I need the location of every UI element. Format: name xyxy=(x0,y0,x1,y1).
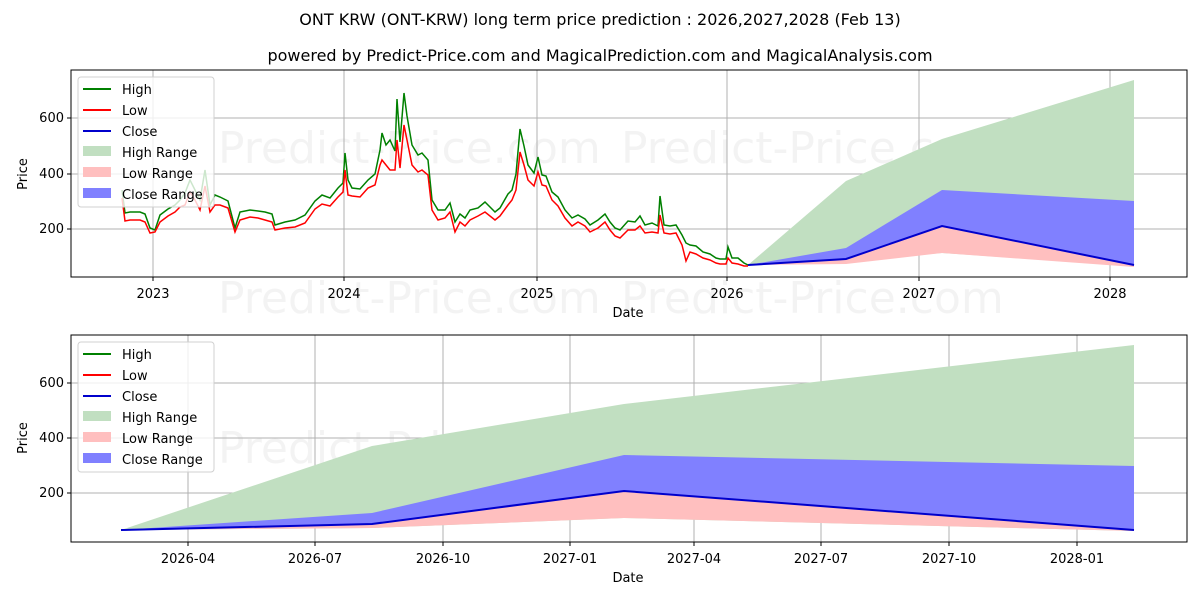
bottom-chart: Predict-Price.com Predict-Price.com xyxy=(16,334,1188,586)
y-tick-label: 400 xyxy=(39,431,64,446)
legend-low-range-label: Low Range xyxy=(122,432,193,447)
legend-low-range-swatch xyxy=(83,167,111,177)
legend-close-range-swatch xyxy=(83,188,111,198)
y-tick-label: 600 xyxy=(39,376,64,391)
legend-high-label: High xyxy=(122,83,152,98)
y-axis-label: Price xyxy=(16,422,31,454)
chart-title: ONT KRW (ONT-KRW) long term price predic… xyxy=(299,10,901,29)
x-tick-label: 2027-01 xyxy=(543,552,597,567)
y-tick-label: 400 xyxy=(39,167,64,182)
top-tick-marks xyxy=(67,117,1111,281)
watermark: Predict-Price.com xyxy=(218,273,601,324)
x-tick-label: 2023 xyxy=(136,287,169,302)
x-tick-label: 2026 xyxy=(710,287,743,302)
legend-close-range-label: Close Range xyxy=(122,453,203,468)
legend-high-range-swatch xyxy=(83,411,111,421)
close-forecast-line xyxy=(747,224,1135,266)
low-range-area xyxy=(748,226,1134,267)
x-tick-label: 2027 xyxy=(902,287,935,302)
top-legend: High Low Close High Range Low Range Clos… xyxy=(77,76,215,208)
legend-low-label: Low xyxy=(122,369,148,384)
bottom-legend: High Low Close High Range Low Range Clos… xyxy=(77,341,215,473)
legend-low-label: Low xyxy=(122,104,148,119)
legend-high-range-swatch xyxy=(83,146,111,156)
chart-subtitle: powered by Predict-Price.com and Magical… xyxy=(267,46,933,65)
legend-high-range-label: High Range xyxy=(122,411,197,426)
low-range-area xyxy=(121,491,1134,531)
legend-low-range-swatch xyxy=(83,432,111,442)
x-tick-label: 2024 xyxy=(327,287,360,302)
y-tick-label: 600 xyxy=(39,111,64,126)
y-tick-label: 200 xyxy=(39,486,64,501)
x-tick-label: 2026-10 xyxy=(416,552,470,567)
legend-close-range-label: Close Range xyxy=(122,188,203,203)
bottom-tick-marks xyxy=(67,382,1078,546)
low-history-line xyxy=(121,124,748,267)
legend-low-range-label: Low Range xyxy=(122,167,193,182)
x-tick-label: 2025 xyxy=(520,287,553,302)
y-axis-label: Price xyxy=(16,158,31,190)
x-tick-label: 2027-04 xyxy=(667,552,721,567)
x-axis-label: Date xyxy=(612,571,643,586)
x-tick-label: 2028-01 xyxy=(1050,552,1104,567)
watermark: Predict-Price.com xyxy=(621,273,1004,324)
legend-close-label: Close xyxy=(122,390,157,405)
x-tick-label: 2027-10 xyxy=(922,552,976,567)
y-tick-label: 200 xyxy=(39,222,64,237)
close-forecast-line xyxy=(120,489,1135,531)
x-tick-label: 2027-07 xyxy=(794,552,848,567)
legend-close-range-swatch xyxy=(83,453,111,463)
top-chart: Predict-Price.com Predict-Price.com Pred… xyxy=(16,69,1188,324)
x-tick-label: 2026-07 xyxy=(288,552,342,567)
legend-close-label: Close xyxy=(122,125,157,140)
legend-high-range-label: High Range xyxy=(122,146,197,161)
x-axis-label: Date xyxy=(612,306,643,321)
high-history-line xyxy=(121,92,749,266)
legend-high-label: High xyxy=(122,348,152,363)
x-tick-label: 2028 xyxy=(1093,287,1126,302)
x-tick-label: 2026-04 xyxy=(161,552,215,567)
